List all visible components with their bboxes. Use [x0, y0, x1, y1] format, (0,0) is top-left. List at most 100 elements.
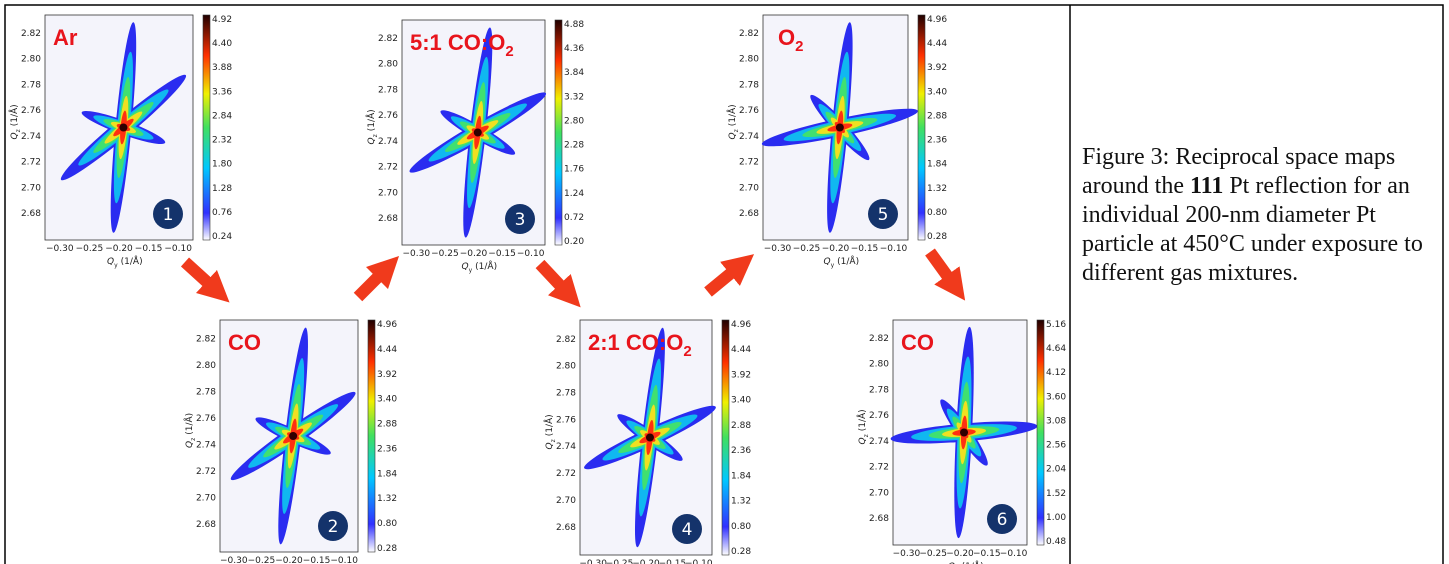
arrow	[180, 257, 230, 303]
gas-label-text: O	[778, 25, 795, 50]
colorbar-tick-label: 4.36	[564, 44, 584, 54]
y-tick-label: 2.70	[21, 183, 41, 193]
colorbar-tick-label: 2.36	[377, 444, 397, 454]
x-axis-label: Qy(1/Å)	[462, 260, 498, 274]
colorbar-tick-label: 3.92	[377, 370, 397, 380]
colorbar	[721, 319, 730, 556]
panel: 2.822.802.782.762.742.722.702.68−0.30−0.…	[726, 14, 947, 269]
x-tick-label: −0.10	[880, 244, 908, 254]
colorbar-tick-label: 1.80	[212, 160, 232, 170]
y-tick-label: 2.80	[739, 55, 759, 65]
y-axis-label-sub: z	[733, 129, 740, 132]
y-tick-label: 2.80	[556, 362, 576, 372]
x-tick-label: −0.25	[606, 559, 634, 564]
y-axis-label-unit: (1/Å)	[856, 409, 868, 431]
y-tick-label: 2.78	[556, 389, 576, 399]
y-tick-label: 2.78	[378, 85, 398, 95]
panel-number: 4	[682, 520, 693, 540]
panel-number: 3	[515, 210, 526, 230]
rsm-peak	[645, 433, 654, 442]
y-axis-label: Qz (1/Å)	[8, 104, 22, 139]
y-tick-label: 2.70	[869, 488, 889, 498]
arrow	[353, 255, 400, 302]
y-tick-label: 2.82	[739, 29, 759, 39]
colorbar-tick-label: 3.40	[377, 395, 397, 405]
colorbar-tick-label: 0.48	[1046, 537, 1066, 547]
rsm-peak	[119, 123, 128, 132]
y-axis-label-sub: z	[190, 438, 197, 441]
y-tick-label: 2.72	[196, 467, 216, 477]
arrow	[535, 259, 581, 308]
gas-label: Ar	[53, 25, 78, 50]
y-tick-label: 2.76	[556, 415, 576, 425]
gas-label-text: Ar	[53, 25, 78, 50]
y-tick-label: 2.74	[556, 442, 576, 452]
colorbar-tick-label: 3.32	[564, 92, 584, 102]
x-tick-label: −0.15	[973, 549, 1001, 559]
gas-label-text: CO	[228, 330, 261, 355]
panel: 2.822.802.782.762.742.722.702.68−0.30−0.…	[543, 319, 751, 564]
x-tick-label: −0.30	[764, 244, 792, 254]
colorbar-tick-label: 3.40	[731, 396, 751, 406]
panel-number-badge	[153, 199, 183, 229]
colorbar-tick-label: 1.24	[564, 189, 584, 199]
panel-number-badge	[505, 204, 535, 234]
panel: 2.822.802.782.762.742.722.702.68−0.30−0.…	[8, 14, 232, 269]
x-axis-label: Qy(1/Å)	[948, 560, 984, 564]
panel-number-badge	[868, 199, 898, 229]
y-axis-label: Qz (1/Å)	[543, 414, 557, 449]
colorbar-tick-label: 2.28	[564, 141, 584, 151]
y-tick-label: 2.68	[196, 520, 216, 530]
colorbar-tick-label: 1.32	[731, 497, 751, 507]
y-tick-label: 2.78	[739, 80, 759, 90]
y-axis-label-q: Q	[728, 132, 738, 139]
y-tick-label: 2.78	[21, 80, 41, 90]
gas-label-sub: 2	[795, 38, 803, 55]
colorbar-tick-label: 0.80	[927, 208, 947, 218]
x-tick-label: −0.30	[579, 559, 607, 564]
gas-label: O2	[778, 25, 803, 55]
x-axis-label-unit: (1/Å)	[475, 260, 497, 272]
arrows	[180, 248, 966, 308]
x-axis-label-sub: y	[831, 262, 835, 269]
colorbar-tick-label: 3.08	[1046, 416, 1066, 426]
y-axis-label: Qz (1/Å)	[365, 109, 379, 144]
y-axis-label-q: Q	[367, 137, 377, 144]
colorbar-tick-label: 3.84	[564, 68, 584, 78]
y-tick-label: 2.82	[869, 334, 889, 344]
x-tick-label: −0.30	[403, 249, 431, 259]
panel-number-badge	[987, 504, 1017, 534]
colorbar-tick-label: 3.36	[212, 87, 232, 97]
y-tick-label: 2.74	[21, 132, 41, 142]
y-axis-label-unit: (1/Å)	[726, 104, 738, 126]
colorbar-tick-label: 4.96	[377, 320, 397, 330]
gas-label: 5:1 CO:O2	[410, 30, 514, 60]
y-axis-label: Qz (1/Å)	[856, 409, 870, 444]
colorbar-tick-label: 4.96	[927, 15, 947, 25]
colorbar-tick-label: 1.32	[377, 494, 397, 504]
x-tick-label: −0.10	[685, 559, 713, 564]
x-axis-label-sub: y	[114, 262, 118, 269]
x-axis-label-sub: y	[469, 267, 473, 274]
x-tick-label: −0.15	[135, 244, 163, 254]
colorbar-tick-label: 3.60	[1046, 392, 1066, 402]
y-tick-label: 2.74	[869, 437, 889, 447]
rsm-map	[230, 327, 356, 545]
y-tick-label: 2.82	[196, 335, 216, 345]
y-axis-label-sub: z	[15, 129, 22, 132]
x-axis-label-q: Q	[462, 262, 469, 272]
panel-number-badge	[318, 511, 348, 541]
colorbar-tick-label: 0.20	[564, 237, 584, 247]
colorbar-tick-label: 1.84	[731, 471, 751, 481]
x-tick-label: −0.15	[488, 249, 516, 259]
rsm-map	[890, 326, 1038, 539]
x-axis-label-q: Q	[948, 562, 955, 564]
y-tick-label: 2.76	[196, 414, 216, 424]
colorbar-tick-label: 0.28	[377, 544, 397, 554]
y-tick-label: 2.80	[378, 60, 398, 70]
gas-label-text: 2:1 CO:O	[588, 330, 683, 355]
x-tick-label: −0.30	[220, 556, 248, 564]
colorbar-tick-label: 2.32	[212, 136, 232, 146]
rsm-map	[584, 327, 716, 548]
